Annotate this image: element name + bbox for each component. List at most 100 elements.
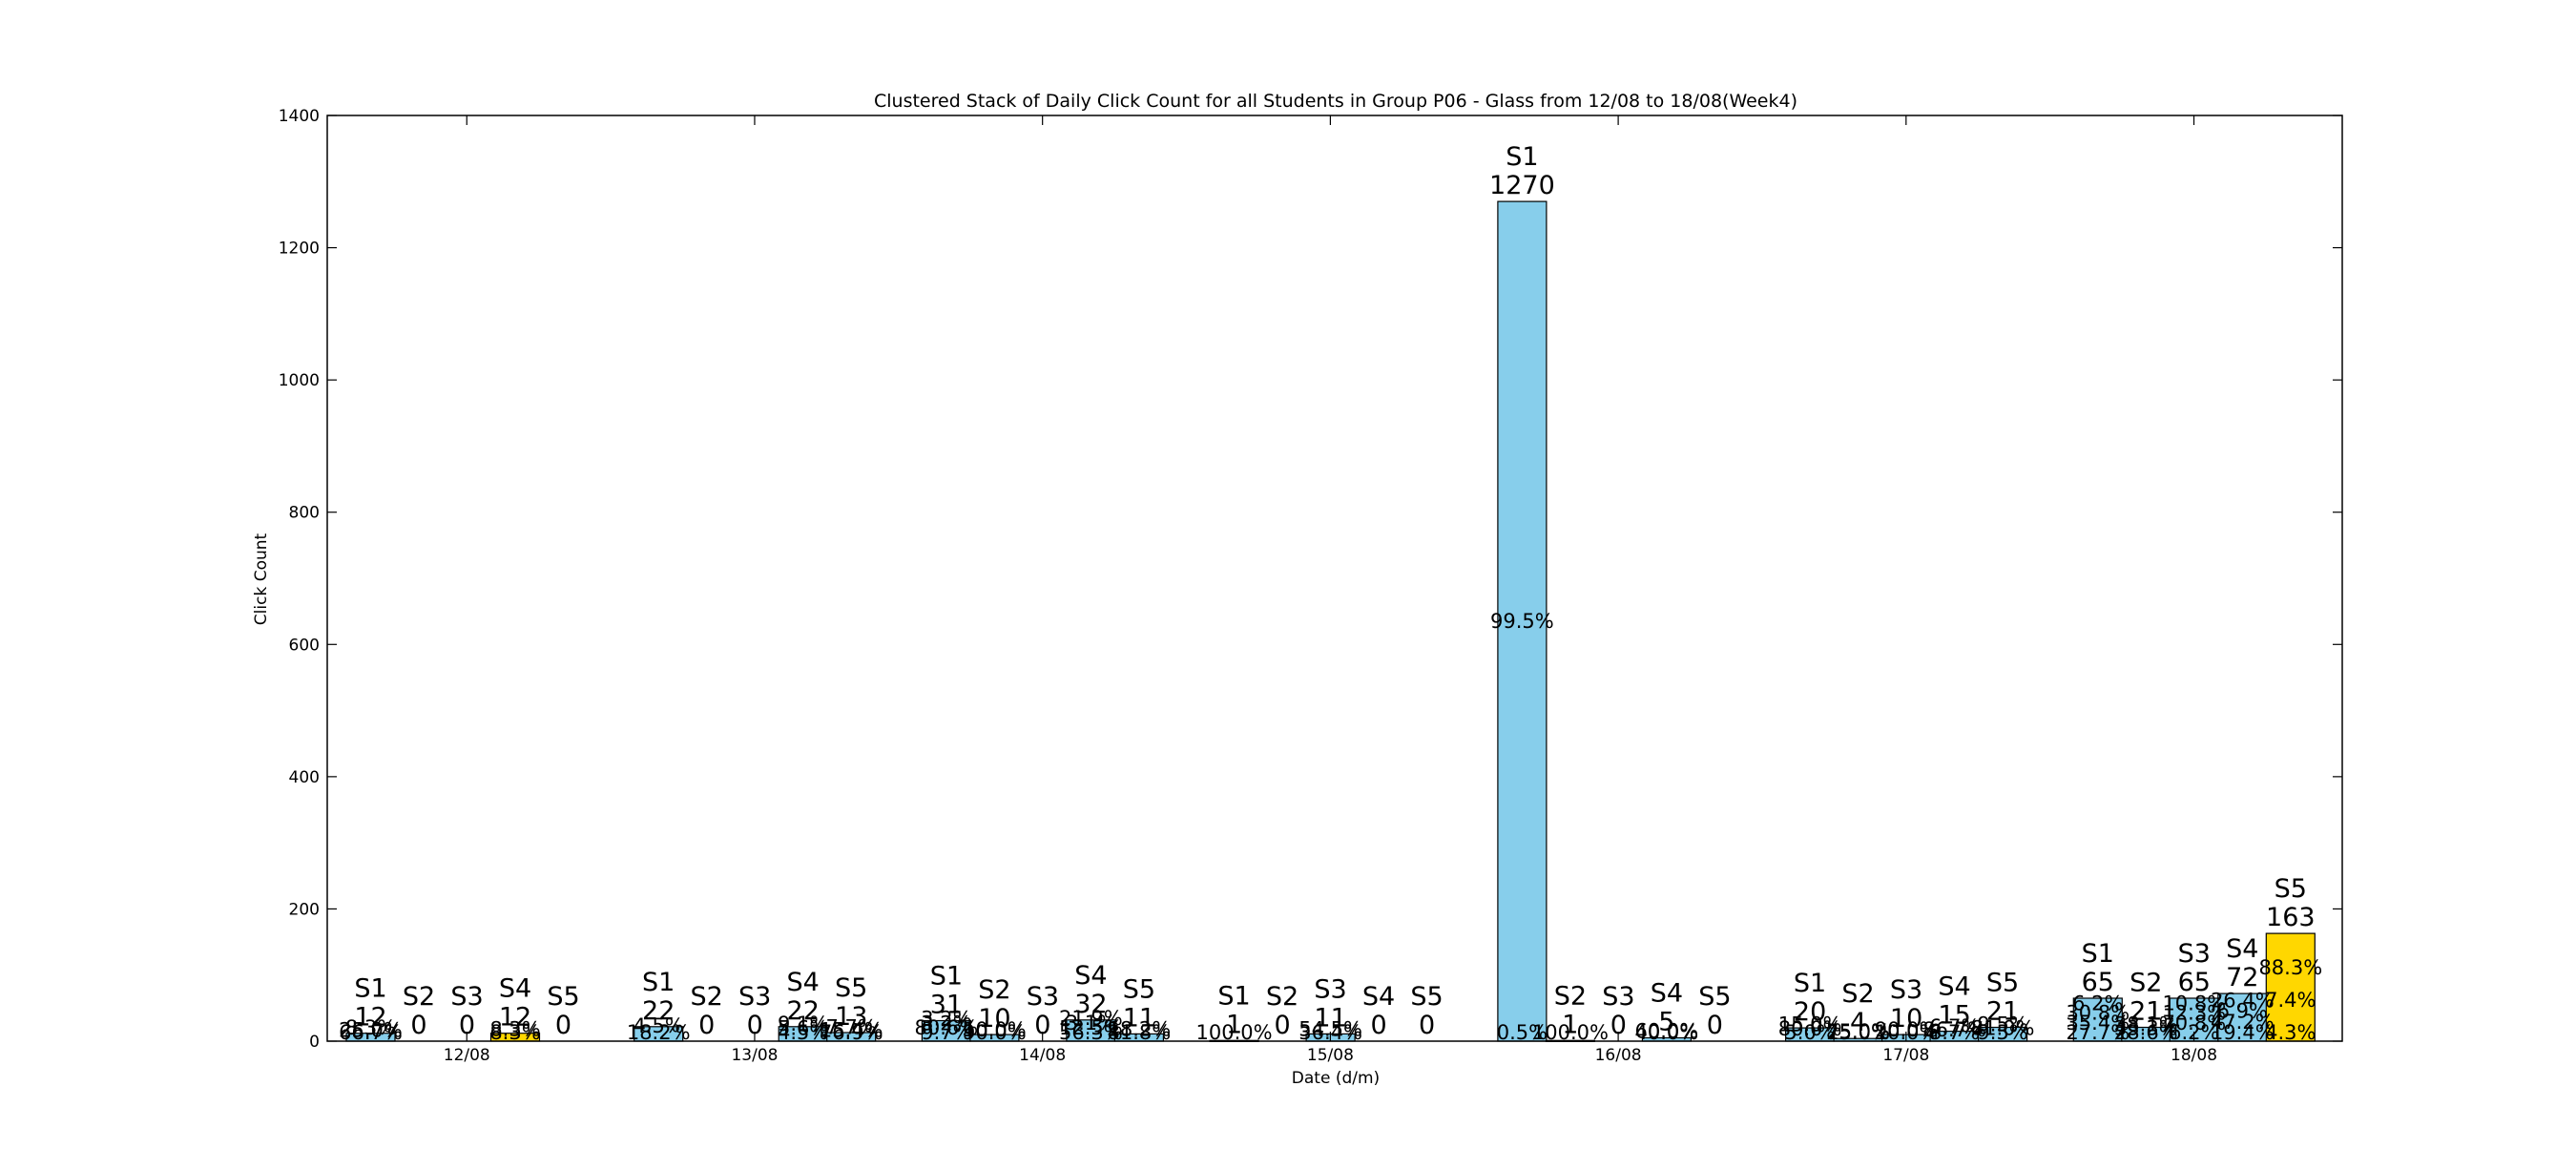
x-tick-label: 18/08 [2171,1046,2217,1065]
bar-student-label: S3 [1602,982,1634,1012]
segment-percent-label: 100.0% [1196,1021,1273,1044]
bar-value-label: 4 [1850,1008,1866,1037]
bar-value-label: 0 [1371,1011,1387,1040]
segment-percent-label: 28.6% [2114,1021,2178,1044]
y-tick-label: 0 [309,1033,320,1052]
bar-value-label: 1 [1226,1010,1242,1039]
bar-student-label: S3 [1027,982,1059,1012]
bar-value-label: 32 [1074,990,1107,1019]
segment-percent-label: 9.7% [921,1021,971,1044]
bar-value-label: 12 [499,1003,531,1033]
bar-value-label: 1270 [1489,171,1555,200]
segment-percent-label: 40.0% [1635,1021,1699,1044]
segment-percent-label: 47.2% [2211,1011,2275,1034]
bar-value-label: 5 [1658,1008,1674,1037]
segment-percent-label: 80.0% [1778,1017,1842,1040]
bar-value-label: 20 [1794,997,1826,1027]
bar-value-label: 0 [1610,1011,1627,1040]
segment-percent-label: 25.0% [339,1019,403,1042]
bar-value-label: 1 [1562,1010,1578,1039]
segment-percent-label: 75.0% [1826,1020,1890,1043]
bar-student-label: S2 [403,982,435,1012]
segment-percent-label: 81.0% [1971,1017,2035,1040]
bar-student-label: S1 [1794,969,1826,998]
x-tick-label: 12/08 [444,1046,490,1065]
segment-percent-label: 7.7% [826,1016,877,1039]
bar-student-label: S2 [691,982,723,1012]
bar-value-label: 10 [1890,1004,1922,1034]
bars-layer [345,200,2316,1042]
bar-value-label: 15 [1938,1001,1970,1031]
segment-percent-label: 15.4% [820,1018,883,1041]
bar-student-label: S2 [978,975,1010,1005]
bar-student-label: S4 [1362,982,1395,1012]
segment-percent-label: 38.1% [2114,1013,2178,1035]
bar-value-label: 65 [2082,968,2114,997]
y-tick-label: 1000 [279,371,320,390]
bar-value-label: 21 [1986,997,2019,1027]
segment-percent-label: 30.8% [2066,1002,2129,1025]
segment-percent-label: 86.7% [1922,1018,1986,1041]
segment-percent-label: 10.8% [2162,992,2226,1015]
bar-value-label: 0 [1419,1011,1435,1040]
segment-percent-label: 80.6% [915,1016,979,1039]
segment-percent-label: 88.3% [2258,956,2322,979]
chart-title: Clustered Stack of Daily Click Count for… [874,91,1797,112]
segment-percent-label: 12.3% [2162,1002,2226,1025]
bar-value-label: 0 [410,1011,426,1040]
bar-value-label: 13 [835,1002,867,1032]
bar-value-label: 0 [1275,1011,1291,1040]
bar-value-label: 163 [2266,903,2316,932]
y-tick-label: 800 [289,504,320,523]
segment-percent-label: 6.7% [1929,1021,1980,1044]
bar-student-label: S5 [547,982,579,1012]
y-tick-label: 200 [289,900,320,919]
bar-student-label: S5 [1698,982,1731,1012]
y-tick-label: 1200 [279,240,320,259]
x-tick-label: 16/08 [1595,1046,1642,1065]
bar-student-label: S4 [1938,972,1970,1002]
bar-student-label: S4 [1074,961,1107,991]
segment-percent-label: 12.5% [1059,1016,1123,1039]
bar-student-label: S4 [1651,979,1683,1009]
bar-student-label: S5 [835,973,867,1003]
segment-percent-label: 8.3% [489,1017,540,1040]
bar-student-label: S3 [2178,939,2211,969]
segment-percent-label: 18.2% [627,1021,691,1044]
segment-percent-label: 6.7% [1929,1015,1980,1038]
segment-percent-label: 4.5% [634,1014,684,1037]
segment-percent-label: 56.3% [1059,1021,1123,1044]
segment-percent-label: 9.5% [1977,1013,2027,1035]
segment-percent-label: 5.0% [1784,1021,1835,1044]
bar-student-label: S2 [1841,979,1874,1009]
bar-student-label: S5 [1986,969,2019,998]
bar-value-label: 0 [747,1011,763,1040]
bar-student-label: S3 [1890,975,1922,1005]
y-tick-label: 600 [289,636,320,655]
segment-percent-label: 33.3% [2114,1017,2178,1040]
bar-value-label: 0 [1034,1011,1050,1040]
segment-percent-label: 66.7% [339,1021,403,1044]
bar-s4-18-08 [2217,992,2268,1042]
x-tick-label: 13/08 [731,1046,778,1065]
segment-percent-label: 25.0% [1826,1021,1890,1044]
segment-percent-label: 6.2% [2072,992,2123,1015]
bar-student-label: S5 [1410,982,1443,1012]
bar-student-label: S1 [642,968,675,997]
bar-student-label: S4 [499,974,531,1004]
bar-student-label: S1 [354,974,386,1004]
bar-value-label: 31 [930,991,963,1020]
bar-student-label: S3 [450,982,483,1012]
bar-student-label: S2 [1554,981,1587,1011]
bar-student-label: S1 [1217,981,1250,1011]
bar-value-label: 0 [698,1011,715,1040]
segment-percent-label: 90.0% [963,1021,1027,1044]
segment-percent-label: 100.0% [1532,1021,1609,1044]
segment-percent-label: 35.4% [2066,1012,2129,1034]
plot-frame [326,115,2343,1042]
segment-percent-label: 18.2% [1108,1018,1172,1041]
